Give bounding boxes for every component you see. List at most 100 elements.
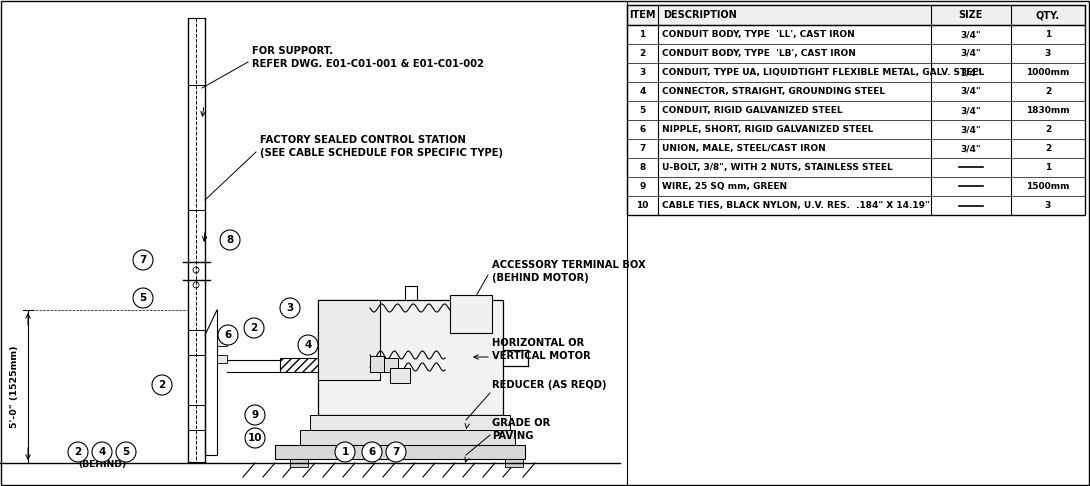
Text: 7: 7 [392, 447, 400, 457]
Text: DESCRIPTION: DESCRIPTION [663, 10, 737, 20]
Circle shape [244, 318, 264, 338]
Text: 2: 2 [1045, 87, 1051, 96]
Text: 2: 2 [640, 49, 645, 58]
Bar [505, 459, 523, 467]
Circle shape [220, 230, 240, 250]
Text: 3/4": 3/4" [960, 87, 981, 96]
Text: GRADE OR: GRADE OR [492, 418, 550, 428]
Text: 1: 1 [1045, 30, 1051, 39]
Text: 7: 7 [640, 144, 645, 153]
Text: NIPPLE, SHORT, RIGID GALVANIZED STEEL: NIPPLE, SHORT, RIGID GALVANIZED STEEL [662, 125, 873, 134]
Bar [318, 300, 380, 380]
Circle shape [116, 442, 136, 462]
Circle shape [245, 405, 265, 425]
Circle shape [152, 375, 172, 395]
Circle shape [362, 442, 381, 462]
Circle shape [92, 442, 112, 462]
Bar [290, 459, 308, 467]
Circle shape [68, 442, 88, 462]
Text: (BEHIND): (BEHIND) [78, 460, 126, 469]
Text: 2: 2 [158, 380, 166, 390]
Text: FOR SUPPORT.: FOR SUPPORT. [252, 46, 334, 56]
Text: 3/4": 3/4" [960, 30, 981, 39]
Text: 2: 2 [1045, 125, 1051, 134]
Text: 4: 4 [304, 340, 312, 350]
Text: 8: 8 [640, 163, 645, 172]
Text: 9: 9 [252, 410, 258, 420]
Text: 6: 6 [640, 125, 645, 134]
Circle shape [133, 250, 153, 270]
Text: 3: 3 [1045, 49, 1051, 58]
Bar [384, 358, 398, 372]
Bar [627, 177, 1085, 196]
Text: 3: 3 [640, 68, 645, 77]
Text: 1000mm: 1000mm [1026, 68, 1069, 77]
Text: 3/4": 3/4" [960, 68, 981, 77]
Text: 3/4": 3/4" [960, 49, 981, 58]
Bar [370, 356, 384, 372]
Bar [627, 25, 1085, 44]
Text: 1500mm: 1500mm [1026, 182, 1069, 191]
Text: 3/4": 3/4" [960, 144, 981, 153]
Circle shape [133, 288, 153, 308]
Bar [390, 368, 410, 383]
Bar [627, 44, 1085, 63]
Text: (BEHIND MOTOR): (BEHIND MOTOR) [492, 273, 589, 283]
Bar [627, 5, 1085, 25]
Text: CONDUIT BODY, TYPE  'LL', CAST IRON: CONDUIT BODY, TYPE 'LL', CAST IRON [662, 30, 855, 39]
Text: REFER DWG. E01-C01-001 & E01-C01-002: REFER DWG. E01-C01-001 & E01-C01-002 [252, 59, 484, 69]
Text: 9: 9 [640, 182, 645, 191]
Bar [275, 445, 525, 459]
Text: 3/4": 3/4" [960, 106, 981, 115]
Text: UNION, MALE, STEEL/CAST IRON: UNION, MALE, STEEL/CAST IRON [662, 144, 826, 153]
Bar [217, 338, 227, 346]
Text: (SEE CABLE SCHEDULE FOR SPECIFIC TYPE): (SEE CABLE SCHEDULE FOR SPECIFIC TYPE) [261, 148, 502, 158]
Text: 7: 7 [140, 255, 147, 265]
Text: 5: 5 [140, 293, 147, 303]
Bar [627, 5, 1085, 215]
Circle shape [298, 335, 318, 355]
Text: 1: 1 [341, 447, 349, 457]
Text: U-BOLT, 3/8", WITH 2 NUTS, STAINLESS STEEL: U-BOLT, 3/8", WITH 2 NUTS, STAINLESS STE… [662, 163, 893, 172]
Text: 1: 1 [640, 30, 645, 39]
Text: REDUCER (AS REQD): REDUCER (AS REQD) [492, 380, 606, 390]
Text: 3: 3 [1045, 201, 1051, 210]
Text: HORIZONTAL OR: HORIZONTAL OR [492, 338, 584, 348]
Bar [627, 139, 1085, 158]
Text: 1: 1 [1045, 163, 1051, 172]
Circle shape [386, 442, 405, 462]
Text: CONNECTOR, STRAIGHT, GROUNDING STEEL: CONNECTOR, STRAIGHT, GROUNDING STEEL [662, 87, 885, 96]
Bar [280, 358, 370, 372]
Text: 8: 8 [227, 235, 233, 245]
Text: SIZE: SIZE [958, 10, 983, 20]
Text: 6: 6 [225, 330, 232, 340]
Text: 1830mm: 1830mm [1026, 106, 1069, 115]
Text: WIRE, 25 SQ mm, GREEN: WIRE, 25 SQ mm, GREEN [662, 182, 787, 191]
Text: CONDUIT, TYPE UA, LIQUIDTIGHT FLEXIBLE METAL, GALV. STEEL: CONDUIT, TYPE UA, LIQUIDTIGHT FLEXIBLE M… [662, 68, 984, 77]
Text: 2: 2 [74, 447, 82, 457]
Bar [627, 101, 1085, 120]
Text: 4: 4 [640, 87, 645, 96]
Text: PAVING: PAVING [492, 431, 533, 441]
Text: 5: 5 [122, 447, 130, 457]
Bar [627, 196, 1085, 215]
Circle shape [245, 428, 265, 448]
Bar [318, 300, 502, 415]
Text: VERTICAL MOTOR: VERTICAL MOTOR [492, 351, 591, 361]
Bar [627, 63, 1085, 82]
Circle shape [280, 298, 300, 318]
Text: 2: 2 [251, 323, 257, 333]
Text: 10: 10 [637, 201, 649, 210]
Text: 4: 4 [98, 447, 106, 457]
Circle shape [335, 442, 355, 462]
Text: 3: 3 [287, 303, 293, 313]
Text: ITEM: ITEM [629, 10, 656, 20]
Text: ACCESSORY TERMINAL BOX: ACCESSORY TERMINAL BOX [492, 260, 645, 270]
Text: CABLE TIES, BLACK NYLON, U.V. RES.  .184" X 14.19": CABLE TIES, BLACK NYLON, U.V. RES. .184"… [662, 201, 930, 210]
Text: QTY.: QTY. [1036, 10, 1059, 20]
Text: 10: 10 [247, 433, 263, 443]
Text: CONDUIT BODY, TYPE  'LB', CAST IRON: CONDUIT BODY, TYPE 'LB', CAST IRON [662, 49, 856, 58]
Text: 2: 2 [1045, 144, 1051, 153]
Bar [310, 415, 510, 430]
Bar [217, 355, 227, 363]
